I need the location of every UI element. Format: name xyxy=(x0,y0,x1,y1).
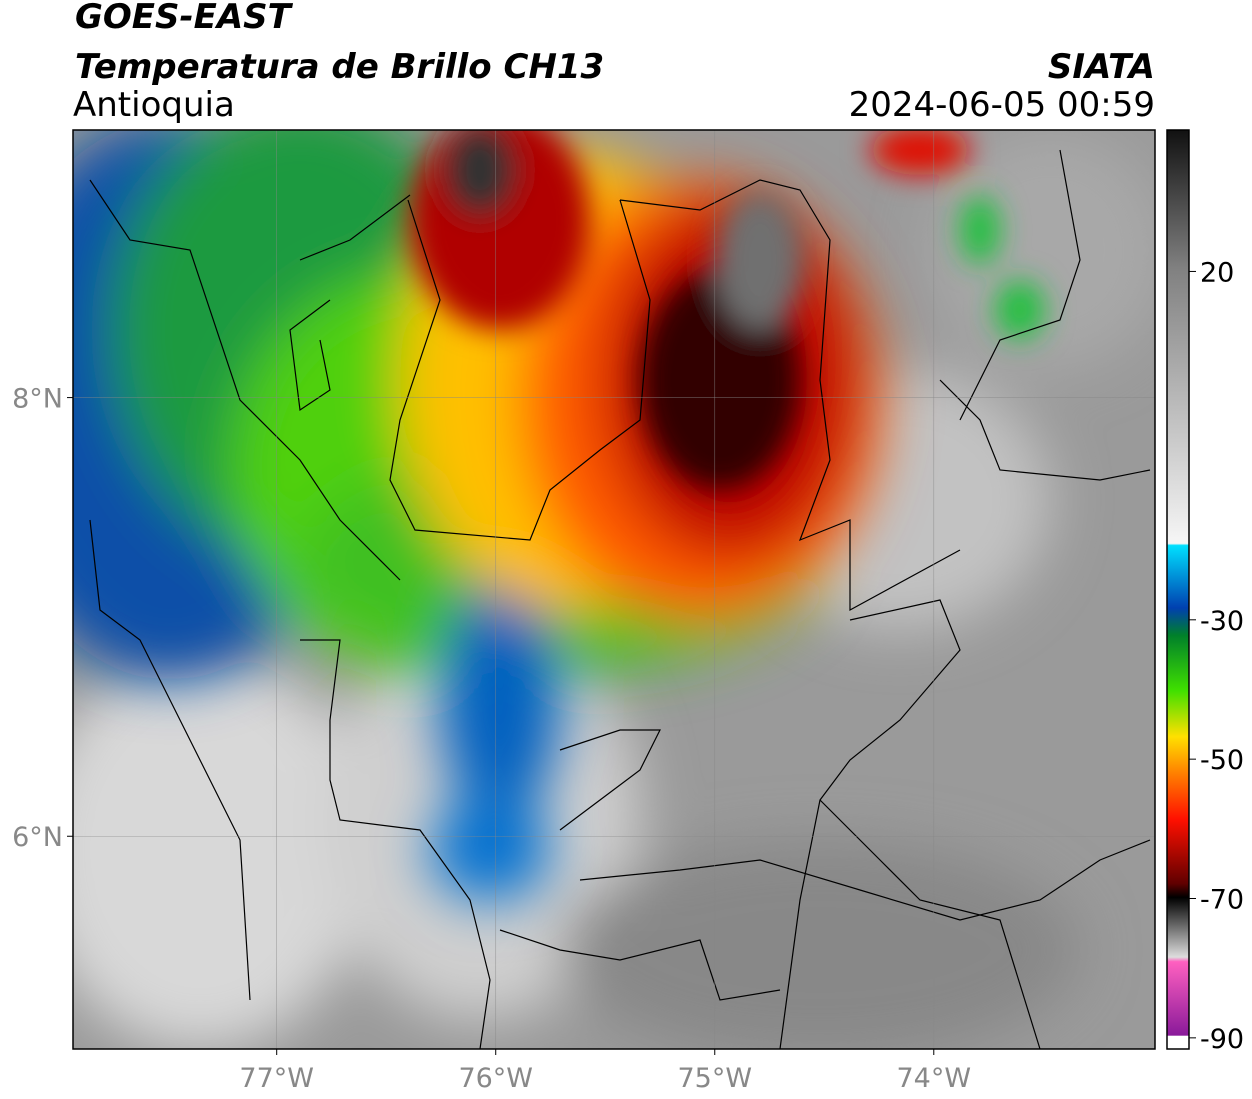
title: GOES-EAST xyxy=(75,0,294,37)
colorbar-tick-label: -70 xyxy=(1200,885,1244,916)
region: Antioquia xyxy=(73,85,235,125)
colorbar xyxy=(1166,129,1190,1050)
colorbar-tick-label: -90 xyxy=(1200,1024,1244,1055)
colorbar-tick-label: -50 xyxy=(1200,745,1244,776)
colorbar-tick-label: 20 xyxy=(1200,257,1234,288)
subtitle: Temperatura de Brillo CH13 xyxy=(75,47,604,87)
x-tick-label: 75°W xyxy=(677,1063,752,1094)
borders xyxy=(89,149,1151,1049)
map-frame xyxy=(72,129,1156,1050)
x-tick-label: 74°W xyxy=(897,1063,972,1094)
imagery xyxy=(73,130,1155,1049)
x-tick-label: 77°W xyxy=(239,1063,314,1094)
colorbar-tick-label: -30 xyxy=(1200,606,1244,637)
source: SIATA xyxy=(1048,47,1155,87)
y-tick-label: 8°N xyxy=(12,384,63,415)
y-tick-label: 6°N xyxy=(12,822,63,853)
x-tick-label: 76°W xyxy=(458,1063,533,1094)
datetime: 2024-06-05 00:59 xyxy=(849,85,1155,125)
